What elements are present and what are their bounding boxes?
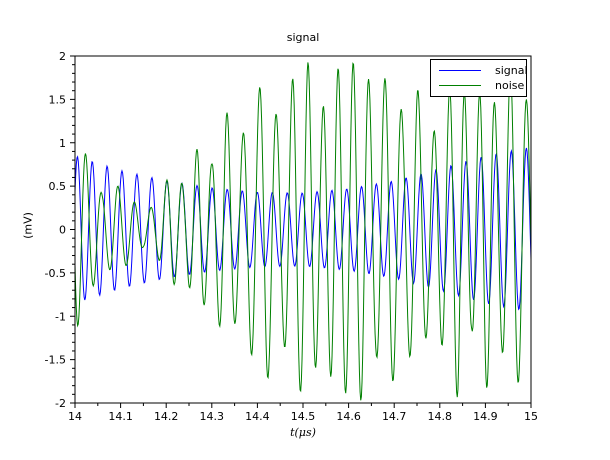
x-tick-label: 14.3 — [200, 410, 225, 423]
x-tick-label: 15 — [524, 410, 538, 423]
y-tick-label: 0.5 — [49, 180, 67, 193]
y-tick-label: -0.5 — [45, 267, 66, 280]
legend-item-signal: signal — [431, 63, 528, 78]
legend-line-signal — [439, 69, 481, 71]
legend-label-signal: signal — [495, 63, 528, 77]
y-tick-label: 1 — [59, 137, 66, 150]
y-tick-label: -1 — [55, 310, 66, 323]
series-line-noise — [75, 62, 531, 401]
series-line-signal — [75, 147, 531, 311]
y-tick-label: 1.5 — [49, 93, 67, 106]
y-tick-label: -2 — [55, 397, 66, 410]
x-tick-label: 14.6 — [336, 410, 361, 423]
x-axis-label: t(μs) — [290, 426, 316, 439]
legend-label-noise: noise — [495, 79, 525, 93]
x-tick-label: 14.2 — [154, 410, 179, 423]
y-tick-label: 0 — [59, 224, 66, 237]
x-tick-label: 14.9 — [473, 410, 498, 423]
chart-title: signal — [286, 31, 320, 44]
x-tick-label: 14.5 — [291, 410, 316, 423]
x-tick-label: 14.7 — [382, 410, 407, 423]
legend-line-noise — [439, 85, 481, 87]
legend-item-noise: noise — [431, 78, 526, 93]
y-axis-label: (mV) — [21, 212, 35, 239]
y-tick-label: 2 — [59, 50, 66, 63]
x-tick-label: 14 — [68, 410, 82, 423]
y-tick-label: -1.5 — [45, 354, 66, 367]
x-tick-label: 14.1 — [108, 410, 133, 423]
x-tick-label: 14.4 — [245, 410, 270, 423]
x-tick-label: 14.8 — [428, 410, 453, 423]
legend: signal noise — [430, 59, 528, 97]
